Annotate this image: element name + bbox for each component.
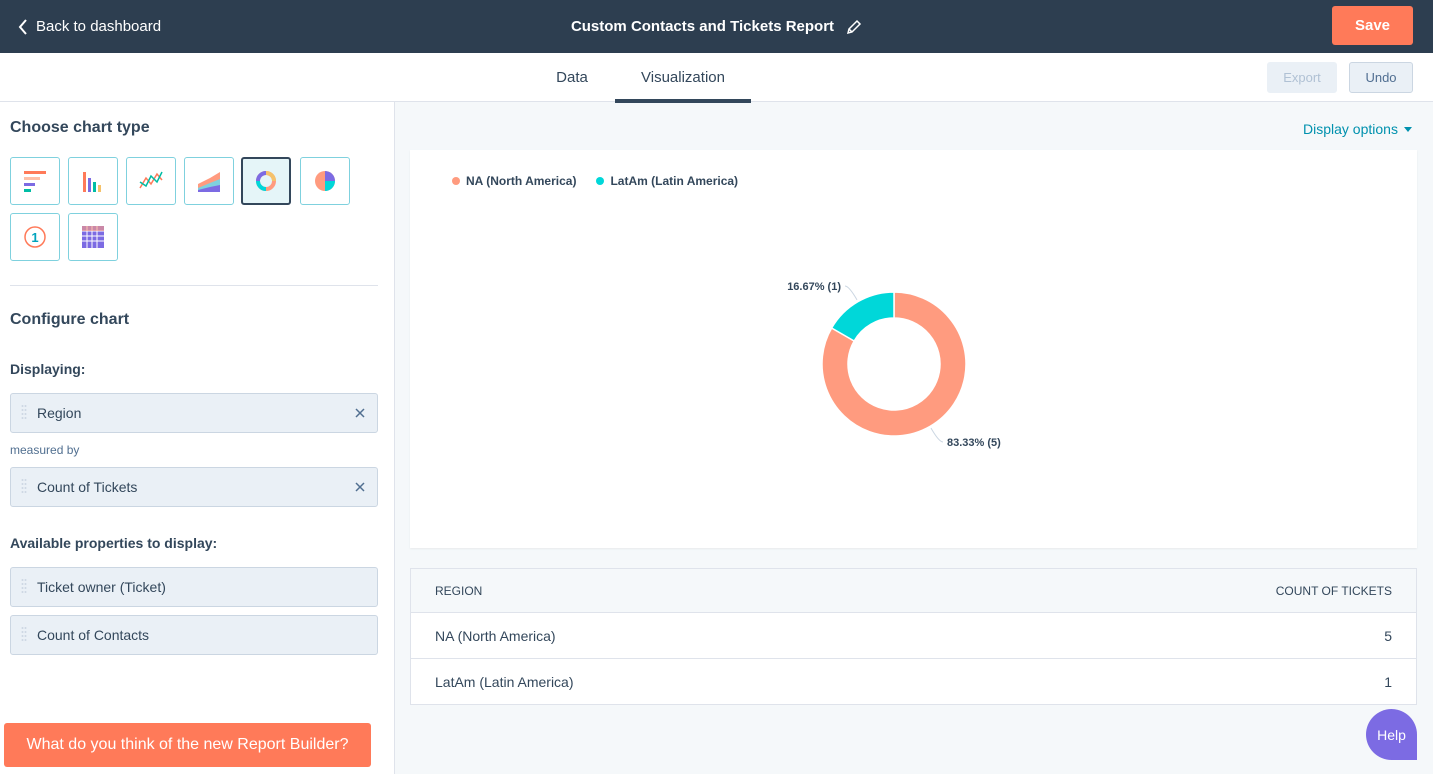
- donut-slice[interactable]: [821, 291, 967, 437]
- donut-chart: 83.33% (5) 16.67% (1): [787, 281, 1001, 449]
- back-to-dashboard-link[interactable]: Back to dashboard: [18, 0, 161, 53]
- displaying-property-pill[interactable]: Region: [10, 393, 378, 433]
- drag-handle-icon[interactable]: [11, 626, 37, 644]
- drag-handle-icon[interactable]: [11, 404, 37, 422]
- chart-type-vertical-bar[interactable]: [68, 157, 118, 205]
- drag-handle-icon[interactable]: [11, 478, 37, 496]
- cell-count: 5: [1384, 627, 1392, 644]
- table-icon: [82, 226, 104, 248]
- displaying-value: Region: [37, 405, 82, 421]
- left-panel: Choose chart type: [0, 102, 395, 774]
- caret-down-icon: [1403, 126, 1412, 132]
- help-button[interactable]: Help: [1366, 709, 1417, 760]
- chart-type-donut[interactable]: [241, 157, 291, 205]
- table-row: NA (North America) 5: [411, 613, 1416, 659]
- top-bar: Back to dashboard Custom Contacts and Ti…: [0, 0, 1433, 53]
- back-label: Back to dashboard: [36, 18, 162, 35]
- line-chart-icon: [139, 171, 163, 189]
- cell-count: 1: [1384, 674, 1392, 690]
- legend-item[interactable]: LatAm (Latin America): [596, 174, 738, 188]
- legend-item[interactable]: NA (North America): [452, 174, 576, 188]
- available-properties-label: Available properties to display:: [10, 535, 218, 551]
- data-label: 83.33% (5): [947, 437, 1001, 449]
- available-property-pill[interactable]: Count of Contacts: [10, 615, 378, 655]
- chart-type-kpi[interactable]: 1: [10, 213, 60, 261]
- pie-chart-icon: [315, 171, 335, 191]
- data-label: 16.67% (1): [787, 281, 841, 293]
- tab-bar: Data Visualization Export Undo: [0, 53, 1433, 103]
- displaying-label: Displaying:: [10, 361, 86, 377]
- legend-label: LatAm (Latin America): [610, 174, 739, 188]
- undo-button[interactable]: Undo: [1349, 62, 1413, 93]
- configure-chart-heading: Configure chart: [10, 311, 130, 328]
- section-divider: [10, 285, 378, 286]
- table-row: LatAm (Latin America) 1: [411, 659, 1416, 705]
- area-chart-icon: [198, 172, 220, 192]
- leader-line: [930, 427, 944, 443]
- choose-chart-type-heading: Choose chart type: [10, 119, 150, 136]
- data-table: REGION COUNT OF TICKETS NA (North Americ…: [410, 568, 1417, 705]
- close-icon[interactable]: [353, 406, 367, 420]
- chart-type-line[interactable]: [126, 157, 176, 205]
- available-property-label: Ticket owner (Ticket): [37, 579, 166, 595]
- available-property-pill[interactable]: Ticket owner (Ticket): [10, 567, 378, 607]
- cell-region: LatAm (Latin America): [435, 674, 574, 690]
- chart-type-area[interactable]: [184, 157, 234, 205]
- export-button[interactable]: Export: [1267, 62, 1337, 93]
- measured-by-label: measured by: [10, 443, 80, 457]
- chevron-left-icon: [18, 18, 27, 35]
- vertical-bar-chart-icon: [83, 172, 101, 192]
- save-button[interactable]: Save: [1332, 6, 1413, 45]
- cell-region: NA (North America): [435, 627, 556, 644]
- display-options-label: Display options: [1303, 121, 1398, 137]
- chart-legend: NA (North America) LatAm (Latin America): [452, 174, 738, 188]
- chart-type-horizontal-bar[interactable]: [10, 157, 60, 205]
- measured-by-property-pill[interactable]: Count of Tickets: [10, 467, 378, 507]
- leader-line: [844, 285, 858, 301]
- tab-data[interactable]: Data: [556, 69, 588, 86]
- report-title: Custom Contacts and Tickets Report: [570, 18, 835, 35]
- chart-type-table[interactable]: [68, 213, 118, 261]
- available-property-label: Count of Contacts: [37, 627, 150, 643]
- display-options-dropdown[interactable]: Display options: [1303, 121, 1412, 137]
- pencil-edit-icon[interactable]: [846, 19, 862, 35]
- donut-chart-icon: [256, 171, 276, 191]
- legend-label: NA (North America): [466, 174, 577, 188]
- legend-dot: [452, 177, 460, 185]
- feedback-button[interactable]: What do you think of the new Report Buil…: [4, 723, 371, 767]
- legend-dot: [596, 177, 605, 185]
- chart-type-pie[interactable]: [300, 157, 350, 205]
- tab-visualization[interactable]: Visualization: [615, 53, 751, 103]
- measured-value: Count of Tickets: [37, 479, 138, 495]
- horizontal-bar-chart-icon: [24, 171, 46, 192]
- kpi-glyph: 1: [31, 230, 38, 245]
- column-header-region[interactable]: REGION: [435, 583, 483, 598]
- report-title-area: Custom Contacts and Tickets Report: [0, 0, 1433, 53]
- drag-handle-icon[interactable]: [11, 578, 37, 596]
- close-icon[interactable]: [353, 480, 367, 494]
- kpi-icon: 1: [24, 226, 46, 248]
- table-header: REGION COUNT OF TICKETS: [411, 569, 1416, 613]
- column-header-count[interactable]: COUNT OF TICKETS: [1275, 583, 1392, 598]
- donut-slice[interactable]: [830, 291, 895, 343]
- chart-card: NA (North America) LatAm (Latin America)…: [410, 150, 1417, 548]
